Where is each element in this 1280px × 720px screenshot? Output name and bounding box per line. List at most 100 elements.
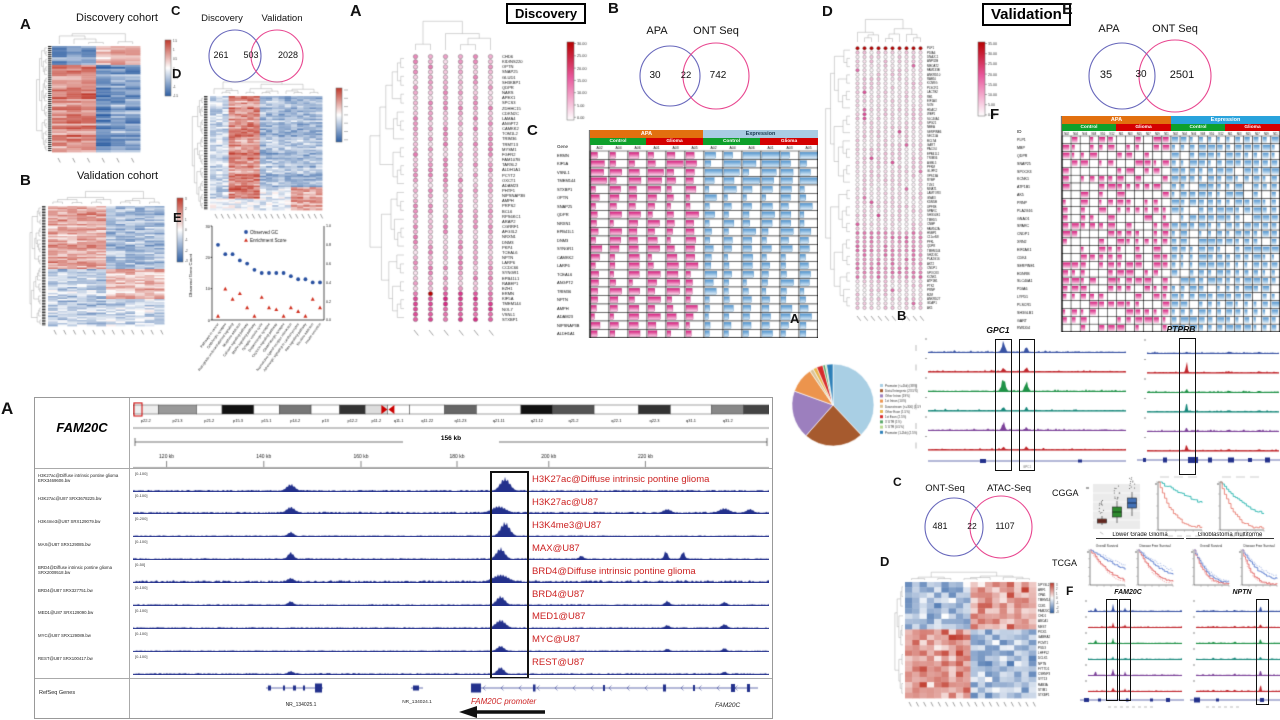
track-signal bbox=[133, 566, 769, 584]
fam20c-highlight-rect-2 bbox=[1119, 599, 1131, 701]
panel-b-label: B bbox=[20, 172, 31, 189]
discovery-cohort-heatmap bbox=[34, 26, 162, 172]
refseq-track-label: RefSeq Genes bbox=[39, 690, 76, 696]
discovery-box-label: Discovery bbox=[506, 3, 587, 24]
venn-discovery-title: Discovery bbox=[201, 13, 243, 24]
track-range-label: [0-100] bbox=[135, 470, 148, 476]
validation-table-panel-label: F bbox=[990, 106, 1000, 123]
track-range-label: [0-100] bbox=[135, 607, 148, 613]
ont-seq-set-title: ONT Seq bbox=[693, 25, 739, 37]
validation-apa-expression-table: APA Expression Control Glioma Control Gl… bbox=[1016, 116, 1280, 332]
validation-apa-header: APA bbox=[1062, 116, 1171, 124]
track-red-label: H3K4me3@U87 bbox=[532, 519, 602, 531]
validation-venn-overlap: 30 bbox=[1135, 69, 1147, 80]
track-red-label: MYC@U87 bbox=[532, 634, 581, 646]
venn-validation-title: Validation bbox=[261, 13, 303, 24]
promoter-highlight-rect bbox=[490, 471, 529, 679]
discovery-heatmap-colorbar bbox=[163, 36, 187, 104]
ont-seq-title: ONT-Seq bbox=[925, 483, 965, 494]
promoter-label: FAM20C promoter bbox=[471, 697, 537, 706]
ptprb-title: PTPRB bbox=[1166, 324, 1196, 334]
validation-bubble-panel-label: D bbox=[822, 3, 833, 20]
peak-annotation-pie bbox=[783, 356, 883, 458]
refseq-gene-models bbox=[133, 680, 769, 716]
discovery-table-panel-label: C bbox=[527, 122, 538, 139]
track-red-label: BRD4@Diffuse intrinsic pontine glioma bbox=[532, 565, 696, 577]
ont-atac-left-count: 481 bbox=[932, 521, 948, 531]
gbm-os-survival bbox=[1186, 543, 1232, 591]
panel-e-label: E bbox=[173, 210, 182, 225]
track-signal bbox=[133, 611, 769, 629]
validation-bubble-colorbar bbox=[974, 36, 1014, 132]
track-red-label: H3K27ac@U87 bbox=[532, 496, 599, 508]
gpc1-highlight-rect-2 bbox=[1019, 339, 1035, 471]
track-range-label: [0-100] bbox=[135, 493, 148, 499]
direction-arrow-icon bbox=[459, 706, 545, 718]
venn-ont-atac bbox=[924, 495, 1033, 559]
atac-heatmap-panel-label: D bbox=[880, 554, 890, 569]
validation-cohort-title: Validation cohort bbox=[76, 170, 159, 182]
lgg-os-survival bbox=[1082, 543, 1128, 591]
panel-a-label: A bbox=[20, 16, 31, 33]
refseq-divider bbox=[35, 678, 772, 679]
validation-expression-header: Expression bbox=[1171, 116, 1280, 124]
browser-divider bbox=[129, 398, 130, 718]
validation-box-label: Validation bbox=[982, 3, 1071, 26]
expression-group-header: Expression bbox=[703, 130, 818, 138]
panel-d-label: D bbox=[172, 66, 182, 81]
lgg-dfs-survival bbox=[1130, 543, 1176, 591]
atac-panel-b-label: B bbox=[897, 308, 907, 323]
track-range-label: [0-100] bbox=[135, 630, 148, 636]
track-range-label: [0-100] bbox=[135, 539, 148, 545]
cgga-label: CGGA bbox=[1052, 488, 1079, 498]
validation-control-1: Control bbox=[1062, 124, 1116, 131]
atac-seq-title: ATAC-Seq bbox=[987, 483, 1031, 494]
validation-venn-right: 2501 bbox=[1169, 69, 1195, 81]
browser-panel-label: A bbox=[1, 399, 14, 418]
control-subheader-2: Control bbox=[703, 138, 760, 145]
overlap-heatmap-colorbar bbox=[334, 84, 350, 146]
venn-validation-apa-ont bbox=[1088, 39, 1212, 113]
overlap-genes-heatmap bbox=[190, 78, 332, 220]
validation-ont-set-title: ONT Seq bbox=[1152, 23, 1198, 35]
cgga-boxplot bbox=[1080, 476, 1144, 540]
nptn-highlight-rect bbox=[1256, 599, 1269, 705]
ont-atac-overlap-count: 22 bbox=[967, 521, 977, 531]
track-file-label: H3K27ac@Diffuse intrinsic pontine glioma… bbox=[38, 473, 119, 484]
cgga-survival-2 bbox=[1210, 474, 1268, 540]
coordinate-ruler bbox=[133, 434, 769, 468]
validation-cohort-heatmap bbox=[28, 186, 174, 340]
ont-atac-right-count: 1107 bbox=[995, 521, 1015, 531]
venn-cohorts-right-count: 2028 bbox=[277, 50, 299, 60]
fam20c-tracks-title: FAM20C bbox=[1114, 589, 1142, 596]
track-signal bbox=[133, 520, 769, 538]
validation-venn-panel-label: E bbox=[1062, 1, 1073, 18]
id-column-header: ID bbox=[1017, 129, 1022, 134]
discovery-cohort-title: Discovery cohort bbox=[76, 12, 158, 24]
track-red-label: H3K27ac@Diffuse intrinsic pontine glioma bbox=[532, 474, 710, 485]
validation-venn-left: 35 bbox=[1099, 69, 1113, 81]
atac-venn-panel-label: C bbox=[893, 475, 902, 489]
tcga-label: TCGA bbox=[1052, 558, 1078, 568]
track-signal bbox=[133, 497, 769, 515]
browser-header-divider bbox=[35, 468, 772, 469]
track-file-label: BRD4@Diffuse intrinsic pontine glioma SR… bbox=[38, 564, 113, 575]
track-file-label: BRD4@U87 SRX327751.bw bbox=[38, 587, 93, 593]
track-red-label: MED1@U87 bbox=[532, 611, 586, 623]
gpc1-highlight-rect-1 bbox=[995, 339, 1012, 471]
track-file-label: H3K4me3@U87 SRX129079.bw bbox=[38, 518, 101, 524]
validation-apa-set-title: APA bbox=[1098, 23, 1120, 35]
discovery-bubble-panel-label: A bbox=[350, 3, 362, 20]
glioma-subheader-2: Glioma bbox=[760, 138, 818, 145]
gpc1-coverage-tracks bbox=[912, 335, 1130, 477]
nptn-coverage-tracks bbox=[1186, 597, 1280, 717]
venn-discovery-apa-ont bbox=[639, 42, 750, 110]
venn-apa-ont-overlap: 22 bbox=[680, 70, 692, 81]
track-range-label: [0-200] bbox=[135, 516, 148, 522]
venn-apa-only-count: 30 bbox=[649, 70, 661, 81]
venn-cohorts-overlap-count: 503 bbox=[243, 50, 259, 60]
discovery-apa-expression-table: APA Expression Control Glioma Control Gl… bbox=[556, 130, 818, 338]
cgga-survival-1 bbox=[1148, 474, 1206, 540]
track-file-label: REST@U87 SRX100417.bw bbox=[38, 656, 93, 662]
